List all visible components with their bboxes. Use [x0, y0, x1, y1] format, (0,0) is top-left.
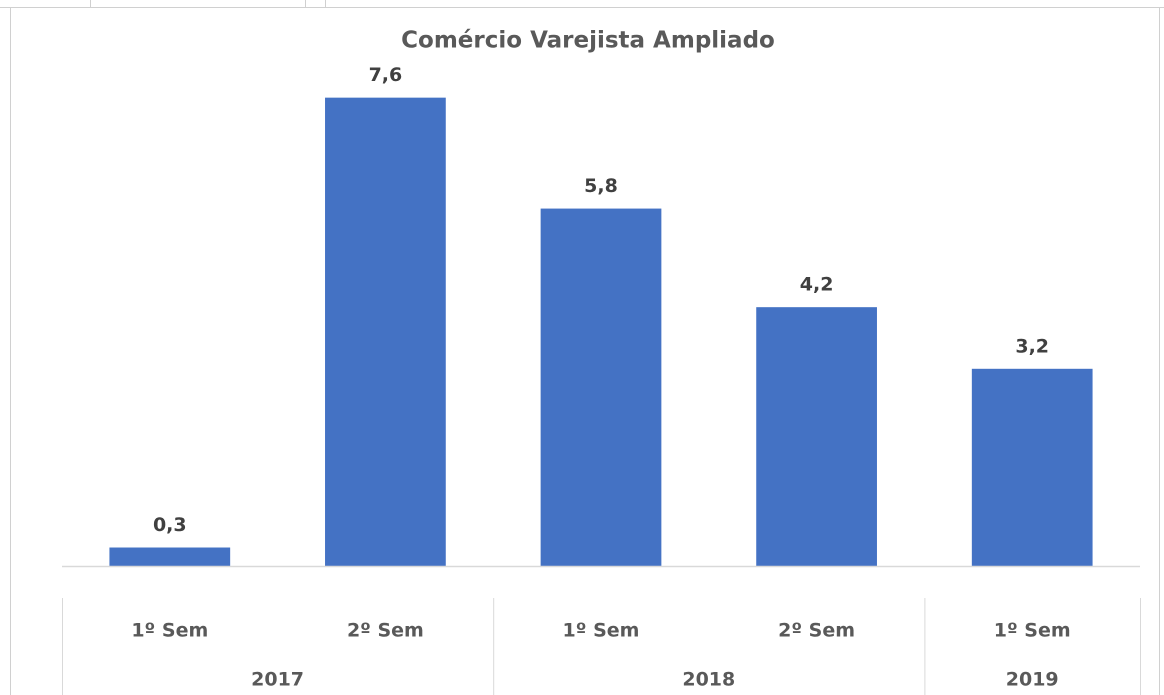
x-tick-label: 1º Sem — [563, 620, 640, 642]
x-tick-label: 2º Sem — [347, 620, 424, 642]
data-label: 7,6 — [369, 64, 403, 86]
group-label: 2019 — [1006, 669, 1059, 691]
group-label: 2017 — [251, 669, 304, 691]
bar — [756, 307, 877, 566]
chart-title: Comércio Varejista Ampliado — [401, 28, 775, 54]
bar — [540, 208, 662, 566]
data-label: 0,3 — [153, 514, 187, 536]
bar — [109, 547, 231, 566]
group-label: 2018 — [682, 669, 735, 691]
x-tick-label: 1º Sem — [131, 620, 208, 642]
data-label: 4,2 — [800, 274, 834, 296]
bar — [325, 97, 446, 567]
data-label: 3,2 — [1015, 335, 1049, 357]
x-tick-label: 2º Sem — [778, 620, 855, 642]
bar — [971, 368, 1093, 566]
x-tick-label: 1º Sem — [994, 620, 1071, 642]
data-label: 5,8 — [584, 175, 618, 197]
